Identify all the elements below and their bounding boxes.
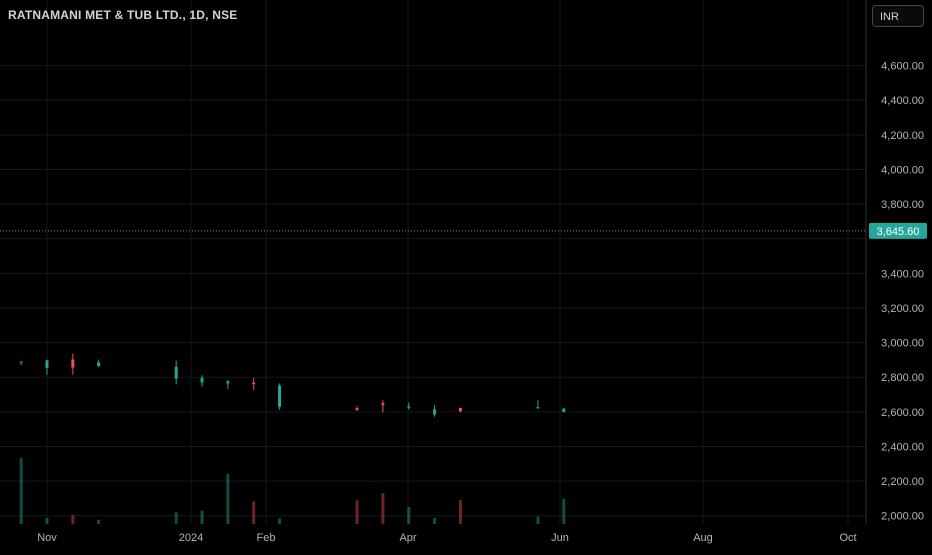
candle-body bbox=[562, 408, 566, 412]
candle bbox=[97, 359, 101, 367]
time-tick-label: Oct bbox=[839, 532, 856, 544]
candle bbox=[433, 405, 437, 417]
time-tick-label: Aug bbox=[693, 532, 713, 544]
candle bbox=[174, 360, 178, 385]
time-axis: Nov 2024 Feb Apr Jun Aug Oct bbox=[37, 532, 856, 544]
price-tick-label: 4,000.00 bbox=[881, 164, 924, 176]
candle bbox=[458, 407, 462, 413]
candle bbox=[381, 400, 385, 413]
candle-body bbox=[226, 381, 230, 384]
candle bbox=[536, 400, 540, 409]
price-tick-label: 2,400.00 bbox=[881, 441, 924, 453]
volume-bar bbox=[252, 501, 256, 524]
price-tick-label: 3,400.00 bbox=[881, 268, 924, 280]
time-tick-label: Apr bbox=[399, 532, 416, 544]
candle-body bbox=[97, 362, 101, 367]
volume-bar bbox=[278, 518, 282, 524]
candle-body bbox=[458, 407, 462, 412]
candle-body bbox=[174, 366, 178, 379]
volume-bar bbox=[200, 510, 204, 524]
candle-series bbox=[19, 353, 566, 417]
price-tick-label: 2,000.00 bbox=[881, 511, 924, 523]
volume-bar bbox=[458, 499, 462, 524]
volume-bar bbox=[562, 498, 566, 524]
candle-body bbox=[200, 377, 204, 383]
candle-body bbox=[71, 359, 75, 368]
candle bbox=[278, 383, 282, 410]
candle bbox=[562, 408, 566, 413]
volume-bar bbox=[226, 473, 230, 524]
price-tick-label: 2,200.00 bbox=[881, 476, 924, 488]
price-tick-label: 4,600.00 bbox=[881, 61, 924, 73]
price-tick-label: 4,200.00 bbox=[881, 130, 924, 142]
price-tick-label: 2,800.00 bbox=[881, 372, 924, 384]
volume-bar bbox=[45, 517, 49, 524]
candle-body bbox=[45, 360, 49, 368]
volume-bar bbox=[97, 519, 101, 524]
candle-body bbox=[381, 403, 385, 406]
price-tick-label: 3,800.00 bbox=[881, 199, 924, 211]
candle-body bbox=[19, 361, 23, 363]
price-tick-label: 3,200.00 bbox=[881, 303, 924, 315]
price-tick-label: 2,600.00 bbox=[881, 407, 924, 419]
candle-body bbox=[536, 407, 540, 409]
candle bbox=[71, 353, 75, 375]
time-tick-label: Jun bbox=[551, 532, 569, 544]
volume-bars bbox=[19, 457, 566, 524]
candle-body bbox=[278, 385, 282, 407]
currency-button[interactable]: INR bbox=[872, 5, 924, 27]
candle bbox=[407, 402, 411, 410]
candle bbox=[355, 406, 359, 412]
volume-bar bbox=[174, 512, 178, 524]
volume-bar bbox=[71, 515, 75, 524]
price-tick-label: 3,000.00 bbox=[881, 338, 924, 350]
price-axis: 4,600.00 4,400.00 4,200.00 4,000.00 3,800.00… bbox=[0, 61, 927, 523]
time-tick-label: Nov bbox=[37, 532, 57, 544]
price-tick-label: 4,400.00 bbox=[881, 95, 924, 107]
candle bbox=[45, 359, 49, 375]
candle-body bbox=[355, 408, 359, 411]
candle bbox=[19, 361, 23, 365]
volume-bar bbox=[19, 457, 23, 524]
candle bbox=[252, 377, 256, 391]
chart-grid bbox=[0, 0, 867, 524]
volume-bar bbox=[355, 500, 359, 524]
time-tick-label: Feb bbox=[257, 532, 276, 544]
candle-body bbox=[433, 409, 437, 415]
volume-bar bbox=[433, 517, 437, 524]
volume-bar bbox=[536, 516, 540, 524]
last-price-label: 3,645.60 bbox=[877, 226, 920, 238]
volume-bar bbox=[407, 507, 411, 524]
candle-body bbox=[407, 406, 411, 408]
symbol-title: RATNAMANI MET & TUB LTD., 1D, NSE bbox=[8, 8, 238, 22]
last-price-tag bbox=[869, 222, 927, 239]
candle bbox=[226, 380, 230, 389]
candle-body bbox=[252, 382, 256, 385]
volume-bar bbox=[381, 493, 385, 524]
time-tick-label: 2024 bbox=[179, 532, 203, 544]
candle bbox=[200, 375, 204, 387]
